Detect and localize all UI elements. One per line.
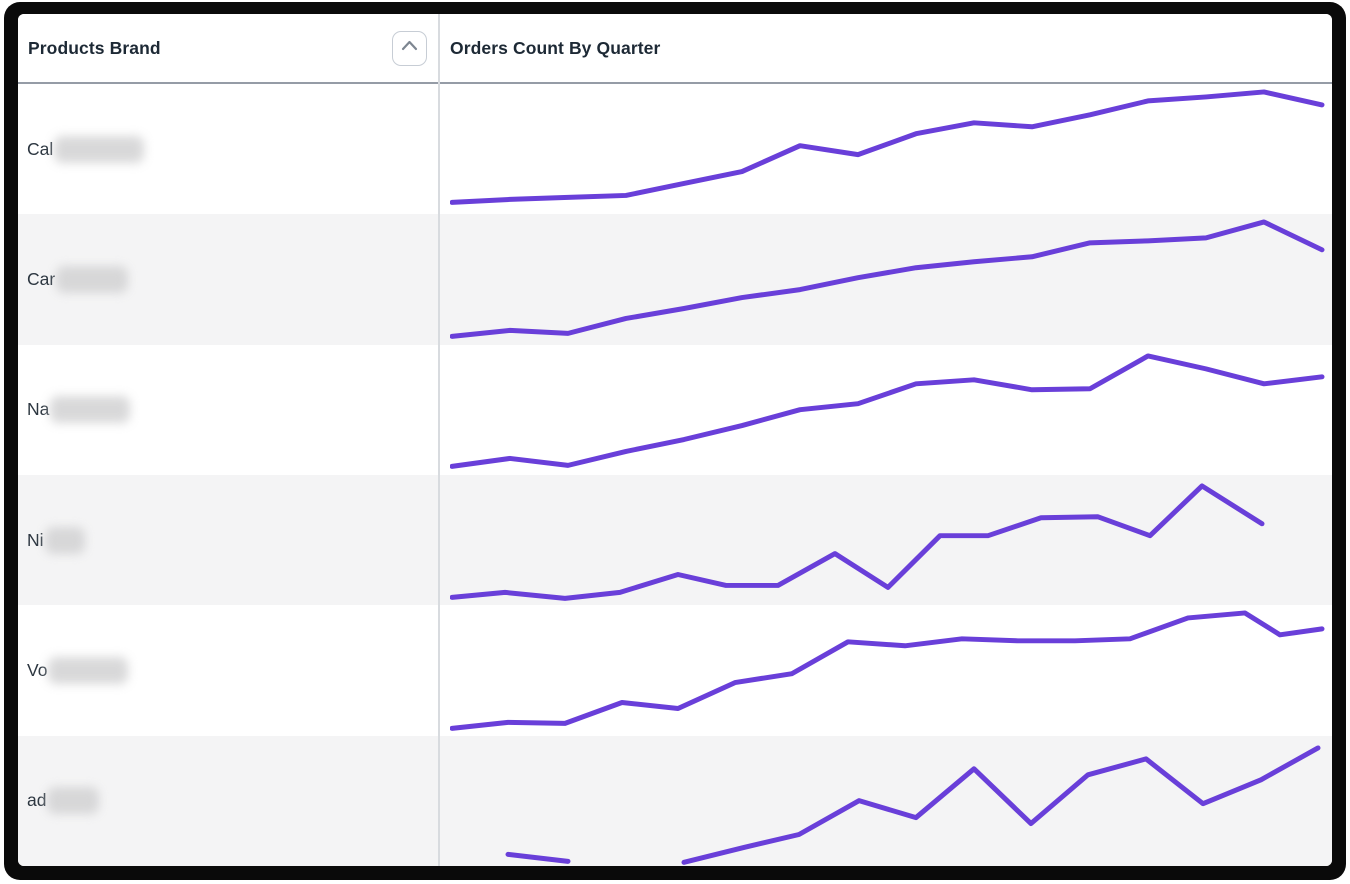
brand-label: Ni — [27, 529, 44, 550]
sparkline-cell[interactable] — [438, 214, 1332, 344]
brand-label: Vo — [27, 659, 48, 680]
table-header: Products Brand Orders Count By Quarter — [18, 14, 1332, 84]
sparkline-chart — [450, 345, 1325, 475]
sparkline-chart — [450, 605, 1325, 735]
chevron-up-icon — [392, 29, 427, 67]
sparkline-cell[interactable] — [438, 475, 1332, 605]
table-row[interactable]: Car — [18, 214, 1332, 345]
table-row[interactable]: Ni — [18, 474, 1332, 606]
window-frame: Products Brand Orders Count By Quarter C… — [4, 2, 1346, 880]
brand-label: Cal — [27, 138, 54, 159]
products-brand-header-label: Products Brand — [28, 37, 161, 58]
brand-label: ad — [27, 790, 47, 811]
redacted-brand-text — [48, 656, 129, 684]
table-body: Cal Car Na Ni Vo — [18, 84, 1332, 866]
orders-count-header-label: Orders Count By Quarter — [450, 37, 661, 58]
redacted-brand-text — [56, 265, 129, 293]
redacted-brand-text — [54, 135, 145, 163]
column-header-orders-count: Orders Count By Quarter — [438, 14, 1332, 82]
sparkline-cell[interactable] — [438, 605, 1332, 735]
brand-cell[interactable]: Car — [18, 214, 438, 344]
sparkline-chart — [450, 214, 1325, 344]
brand-cell[interactable]: Na — [18, 345, 438, 475]
table-row[interactable]: Na — [18, 344, 1332, 475]
sparkline-cell[interactable] — [438, 84, 1332, 214]
brand-cell[interactable]: Cal — [18, 84, 438, 214]
brand-cell[interactable]: Vo — [18, 605, 438, 735]
brand-label: Na — [27, 399, 50, 420]
redacted-brand-text — [47, 787, 100, 815]
table-row[interactable]: Cal — [18, 84, 1332, 215]
table-panel: Products Brand Orders Count By Quarter C… — [18, 14, 1332, 866]
redacted-brand-text — [50, 396, 131, 424]
column-divider — [438, 14, 440, 866]
brand-cell[interactable]: Ni — [18, 475, 438, 605]
sort-button[interactable] — [392, 29, 427, 67]
sparkline-cell[interactable] — [438, 736, 1332, 866]
redacted-brand-text — [44, 526, 85, 554]
sparkline-cell[interactable] — [438, 345, 1332, 475]
sparkline-chart — [450, 84, 1325, 214]
brand-label: Car — [27, 268, 56, 289]
sparkline-chart — [450, 475, 1325, 605]
brand-cell[interactable]: ad — [18, 736, 438, 866]
table-row[interactable]: ad — [18, 735, 1332, 866]
sparkline-chart — [450, 736, 1325, 866]
table-row[interactable]: Vo — [18, 605, 1332, 736]
column-header-products-brand: Products Brand — [18, 14, 438, 82]
